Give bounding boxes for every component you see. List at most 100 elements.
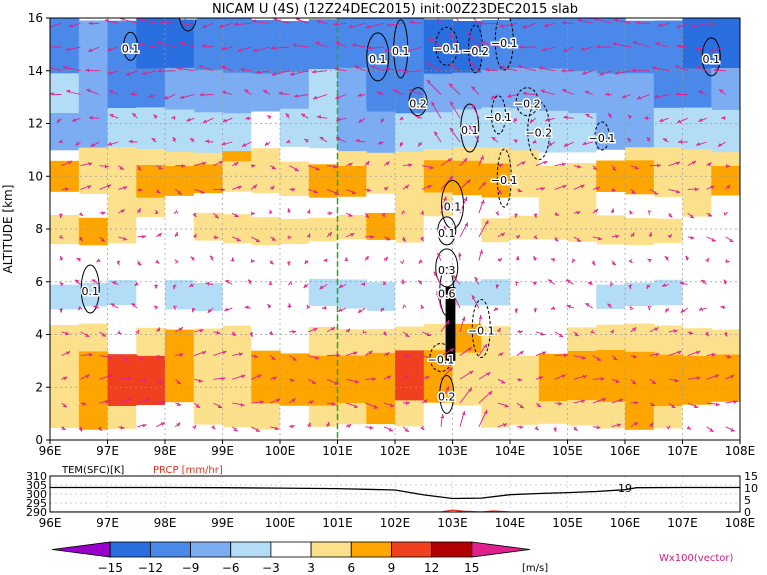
wind-vector xyxy=(213,402,223,408)
field-cell xyxy=(136,240,166,287)
field-cell xyxy=(653,354,684,411)
colorbar-cell xyxy=(190,541,232,558)
wind-vector-head xyxy=(445,320,450,325)
wind-vector xyxy=(573,399,585,404)
wind-vector-head xyxy=(576,210,581,215)
surface-x-tick-label: 105E xyxy=(552,516,583,530)
wind-vector-head xyxy=(202,119,207,124)
field-cell xyxy=(280,146,310,167)
wind-vector-head xyxy=(597,236,603,241)
wind-vector xyxy=(649,352,660,357)
wind-vector xyxy=(69,22,81,28)
wind-vector xyxy=(573,236,582,242)
wind-vector xyxy=(288,165,299,171)
wind-vector-head xyxy=(323,258,328,263)
wind-vector xyxy=(364,350,373,356)
wind-vector-head xyxy=(543,23,549,28)
x-tick-label: 96E xyxy=(39,444,62,458)
wind-vector-head xyxy=(271,165,276,170)
wind-vector xyxy=(137,423,147,428)
wind-vector-head xyxy=(123,236,128,241)
precipitation-label: PRCP [mm/hr] xyxy=(153,465,223,476)
wind-vector xyxy=(288,355,297,361)
wind-vector xyxy=(649,164,661,167)
wind-vector xyxy=(561,89,574,95)
contour-label: −0.2 xyxy=(525,127,552,140)
wind-vector-head xyxy=(686,425,691,430)
wind-vector-head xyxy=(563,48,568,53)
field-cell xyxy=(308,426,339,440)
contour-label: 0.1 xyxy=(703,53,721,66)
wind-vector-head xyxy=(463,196,468,202)
wind-vector xyxy=(706,353,716,357)
wind-vector xyxy=(137,355,145,361)
wind-vector xyxy=(107,70,119,75)
wind-vector xyxy=(497,232,505,238)
colorbar-label: −12 xyxy=(138,561,163,575)
wind-vector-head xyxy=(435,291,440,296)
contour-label: 0.1 xyxy=(444,201,462,214)
field-cell xyxy=(222,427,252,440)
field-cell xyxy=(337,239,367,285)
wind-vector xyxy=(308,165,321,171)
wind-vector-head xyxy=(521,161,526,166)
wind-vector-head xyxy=(665,308,669,313)
wind-vector xyxy=(108,90,119,95)
wind-vector xyxy=(307,378,317,384)
wind-vector-head xyxy=(468,60,473,65)
field-cell xyxy=(711,68,740,114)
surface-x-tick-label: 99E xyxy=(211,516,234,530)
field-cell xyxy=(50,191,80,219)
wind-vector-head xyxy=(138,42,143,47)
field-cell xyxy=(625,194,655,222)
colorbar-cell xyxy=(310,541,352,558)
field-cell xyxy=(452,352,482,409)
wind-vector-head xyxy=(500,232,506,237)
wind-vector-head xyxy=(200,190,205,194)
wind-vector-head xyxy=(657,163,662,168)
surface-right-tick-label: 0 xyxy=(744,506,751,519)
wind-vector xyxy=(295,18,309,24)
wind-vector xyxy=(522,22,537,29)
wind-vector xyxy=(317,116,328,119)
wind-vector-head xyxy=(615,379,620,383)
y-tick-label: 6 xyxy=(35,275,43,289)
wind-vector-head xyxy=(518,329,523,334)
field-cell xyxy=(193,69,224,116)
wind-vector-head xyxy=(479,249,483,254)
wind-vector xyxy=(224,307,233,312)
wind-vector-head xyxy=(679,281,684,286)
wind-vector-head xyxy=(674,65,680,69)
contour xyxy=(366,32,390,82)
wind-vector-head xyxy=(628,285,633,289)
wind-vector xyxy=(566,305,574,309)
wind-vector-head xyxy=(519,45,524,49)
wind-vector xyxy=(592,186,600,190)
wind-vector-head xyxy=(251,19,256,24)
colorbar-label: 3 xyxy=(307,561,315,575)
wind-vector-head xyxy=(380,118,385,123)
field-cell xyxy=(107,354,137,411)
field-cell xyxy=(653,20,684,80)
wind-vector-head xyxy=(201,44,206,48)
wind-vector-head xyxy=(426,79,432,84)
wind-vector-head xyxy=(719,89,724,94)
wind-vector-head xyxy=(120,208,125,214)
wind-vector-head xyxy=(701,279,706,284)
wind-vector xyxy=(459,316,465,333)
wind-vector-head xyxy=(428,37,433,41)
wind-vector-head xyxy=(267,303,272,309)
wind-vector-head xyxy=(540,186,546,191)
contour xyxy=(494,18,514,71)
field-cell xyxy=(308,164,339,202)
wind-vector-head xyxy=(591,261,596,266)
wind-vector-head xyxy=(127,376,132,381)
wind-vector-head xyxy=(581,356,586,360)
wind-vector-head xyxy=(713,68,718,72)
wind-vector-head xyxy=(582,141,587,146)
wind-vector-head xyxy=(268,281,273,286)
field-cell xyxy=(510,165,540,204)
field-cell xyxy=(165,423,195,440)
field-cell xyxy=(280,429,310,440)
wind-vector-head xyxy=(382,331,387,336)
